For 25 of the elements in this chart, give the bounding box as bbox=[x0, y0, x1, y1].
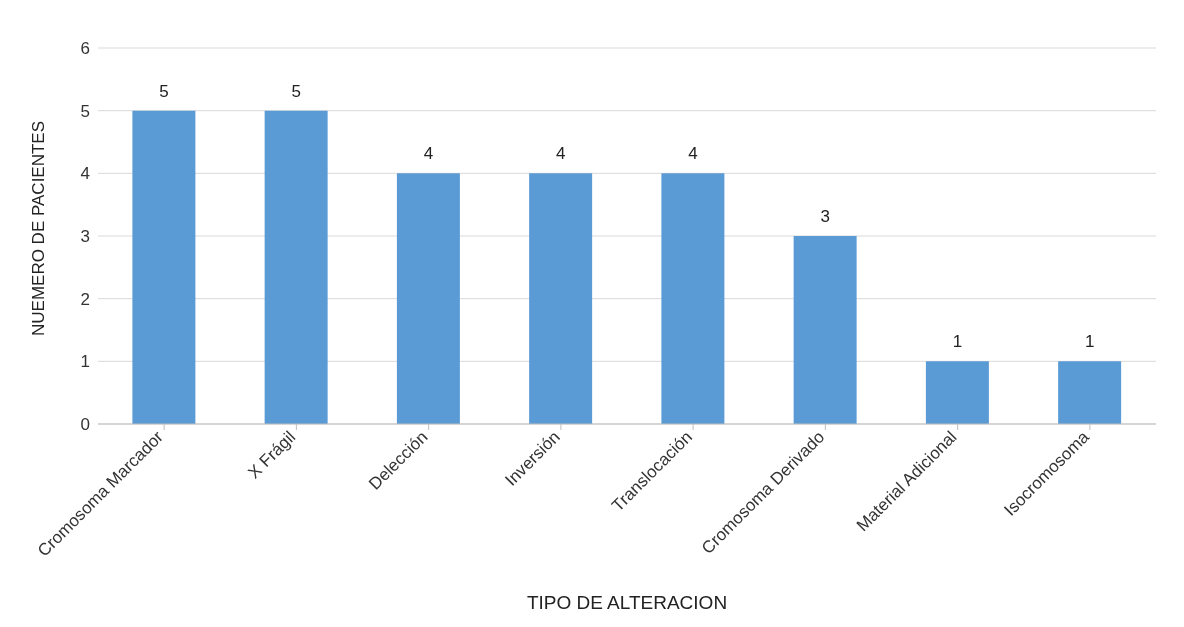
y-tick-label: 2 bbox=[80, 289, 90, 309]
data-label: 3 bbox=[820, 207, 830, 226]
y-tick-label: 5 bbox=[80, 101, 90, 121]
bar bbox=[925, 361, 989, 424]
bar bbox=[132, 110, 196, 424]
y-axis-title: NUEMERO DE PACIENTES bbox=[29, 120, 49, 336]
data-label: 4 bbox=[555, 144, 566, 164]
bar bbox=[396, 173, 460, 424]
x-axis-title: TIPO DE ALTERACION bbox=[526, 592, 728, 613]
y-tick-label: 3 bbox=[80, 227, 90, 247]
y-tick-label: 1 bbox=[80, 352, 90, 372]
bar bbox=[793, 236, 857, 424]
bar bbox=[661, 173, 725, 424]
bar bbox=[1058, 361, 1122, 424]
y-tick-label: 6 bbox=[80, 39, 90, 59]
bar bbox=[264, 110, 328, 424]
y-tick-label: 4 bbox=[80, 164, 90, 184]
data-label: 1 bbox=[1084, 332, 1095, 352]
y-tick-label: 0 bbox=[80, 415, 90, 435]
data-label: 1 bbox=[952, 332, 963, 352]
data-label: 4 bbox=[688, 144, 698, 164]
bar bbox=[529, 173, 593, 424]
data-label: 5 bbox=[291, 81, 301, 101]
data-label: 4 bbox=[423, 144, 434, 164]
data-label: 5 bbox=[159, 81, 169, 101]
